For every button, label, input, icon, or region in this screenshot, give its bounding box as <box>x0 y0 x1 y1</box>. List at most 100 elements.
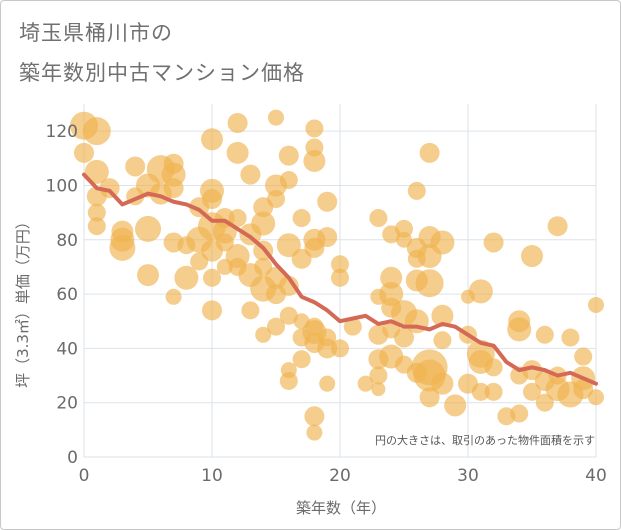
data-bubble <box>331 339 349 358</box>
data-bubble <box>484 382 503 401</box>
size-note: 円の大きさは、取引のあった物件面積を示す <box>375 433 595 447</box>
data-bubble <box>407 181 426 200</box>
data-bubble <box>317 227 338 248</box>
data-bubble <box>135 215 161 242</box>
y-tick-label: 80 <box>56 231 78 251</box>
data-bubble <box>588 389 604 406</box>
data-bubble <box>547 216 568 237</box>
x-tick-label: 0 <box>79 466 90 486</box>
data-bubble <box>419 387 440 408</box>
data-bubble <box>573 379 594 400</box>
data-bubble <box>343 317 362 336</box>
trend-line <box>82 172 598 386</box>
data-bubble <box>523 382 541 401</box>
data-bubble <box>267 317 285 336</box>
data-bubble <box>319 375 336 392</box>
data-bubble <box>227 113 248 134</box>
x-tick-label: 10 <box>201 466 223 486</box>
data-bubble <box>394 327 414 348</box>
data-bubble <box>471 382 490 401</box>
data-bubble <box>165 288 182 305</box>
data-bubble <box>163 178 184 199</box>
y-tick-label: 0 <box>67 448 78 468</box>
data-bubble <box>255 326 272 343</box>
y-tick-label: 40 <box>56 339 78 359</box>
y-tick-label: 60 <box>56 285 78 305</box>
y-tick-label: 20 <box>56 394 78 414</box>
data-bubble <box>215 233 234 252</box>
data-bubble <box>240 164 261 185</box>
data-bubble <box>433 331 452 350</box>
data-bubble <box>109 234 136 261</box>
data-bubble <box>267 190 285 209</box>
x-tick-label: 20 <box>329 466 351 486</box>
data-bubble <box>203 268 221 287</box>
data-bubble <box>228 209 247 228</box>
data-bubble <box>278 275 299 296</box>
data-bubble <box>483 232 504 253</box>
trend-series <box>82 172 598 386</box>
data-bubble <box>292 350 311 369</box>
data-bubble <box>306 424 323 441</box>
data-bubble <box>305 119 324 138</box>
data-bubble <box>174 265 199 290</box>
data-bubble <box>226 141 249 164</box>
data-bubble <box>331 255 349 274</box>
data-bubble <box>430 230 455 255</box>
data-bubble <box>87 203 106 222</box>
data-bubble <box>268 109 284 126</box>
data-bubble <box>201 128 223 151</box>
data-bubble <box>137 264 159 287</box>
data-bubble <box>304 406 325 427</box>
data-bubble <box>444 394 467 417</box>
data-bubble <box>87 217 106 236</box>
data-bubble <box>202 189 222 210</box>
data-bubble <box>369 366 388 385</box>
data-bubble <box>419 142 440 163</box>
data-bubble <box>380 266 403 289</box>
data-bubble <box>561 328 580 347</box>
data-bubble <box>279 171 298 190</box>
data-bubble <box>574 347 593 366</box>
data-bubble <box>278 145 299 166</box>
data-bubble <box>507 317 532 342</box>
data-bubble <box>415 269 444 298</box>
data-bubble <box>276 233 301 258</box>
data-bubble <box>251 211 276 236</box>
axis-ticks: 0 10 20 30 40 0 20 40 60 80 100 120 <box>46 122 607 486</box>
data-bubble <box>357 375 374 392</box>
data-bubble <box>588 296 604 313</box>
data-bubble <box>279 306 298 325</box>
data-bubble <box>431 304 454 327</box>
data-bubble <box>521 245 543 268</box>
y-axis-title: 坪（3.3㎡）単価（万円） <box>14 214 32 388</box>
data-bubble <box>431 372 454 395</box>
data-bubble <box>84 159 109 184</box>
chart-title-line-2: 築年数別中古マンション価格 <box>19 61 305 85</box>
data-bubble <box>484 358 503 377</box>
data-bubble <box>99 178 120 199</box>
data-bubble <box>202 300 222 321</box>
data-bubble <box>82 117 111 146</box>
chart-title-line-1: 埼玉県桶川市の <box>19 21 173 45</box>
y-tick-label: 120 <box>46 122 78 142</box>
bubble-series <box>70 109 604 441</box>
data-bubble <box>317 191 338 212</box>
data-bubble <box>535 325 554 344</box>
data-bubble <box>371 382 386 397</box>
data-bubble <box>303 150 326 173</box>
data-bubble <box>317 338 338 359</box>
data-bubble <box>535 393 554 412</box>
data-bubble <box>292 209 311 228</box>
x-axis-title: 築年数（年） <box>296 499 386 517</box>
y-tick-label: 100 <box>46 176 78 196</box>
x-tick-label: 40 <box>585 466 607 486</box>
data-bubble <box>241 301 260 320</box>
x-tick-label: 30 <box>457 466 479 486</box>
data-bubble <box>331 268 349 287</box>
data-bubble <box>74 142 94 163</box>
data-bubble <box>279 371 298 390</box>
data-bubble <box>510 404 529 423</box>
